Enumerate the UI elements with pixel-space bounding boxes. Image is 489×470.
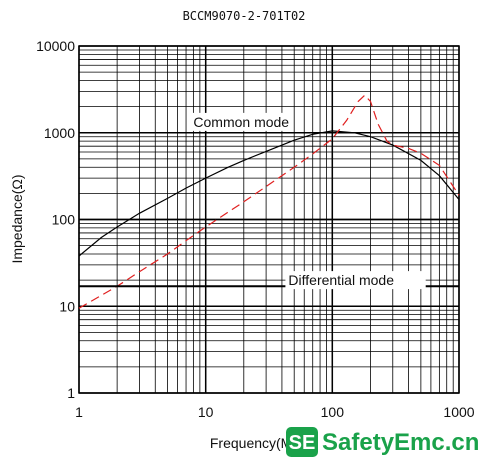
y-tick-label: 100	[52, 212, 76, 228]
watermark-text: SafetyEmc.cn	[322, 429, 479, 456]
series-line-common-mode	[78, 130, 460, 257]
watermark-badge: SE	[289, 432, 316, 454]
annotation-bg	[285, 271, 426, 290]
x-tick-label: 1	[75, 404, 83, 420]
annotation-label: Differential mode	[288, 272, 394, 288]
x-tick-label: 1000	[443, 404, 474, 420]
series-line-differential-mode	[78, 94, 460, 309]
annotation-bg	[190, 112, 284, 131]
y-axis-label: Impedance(Ω)	[9, 174, 25, 263]
y-tick-label: 10	[59, 298, 75, 314]
grid	[78, 45, 460, 394]
y-tick-label: 1	[67, 385, 75, 401]
y-tick-label: 1000	[44, 125, 75, 141]
x-tick-label: 10	[198, 404, 214, 420]
annotations: Common mode Differential mode	[190, 112, 426, 290]
watermark-badge-box	[286, 427, 318, 457]
plot-frame	[78, 45, 460, 394]
chart-title: BCCM9070-2-701T02	[183, 9, 306, 23]
x-tick-label: 100	[321, 404, 345, 420]
watermark: SE SafetyEmc.cn	[286, 427, 479, 457]
annotation-label: Common mode	[193, 114, 289, 130]
y-tick-label: 10000	[36, 38, 75, 54]
tick-labels: 1 10 100 1000 1 10 100 1000 10000	[36, 38, 475, 420]
